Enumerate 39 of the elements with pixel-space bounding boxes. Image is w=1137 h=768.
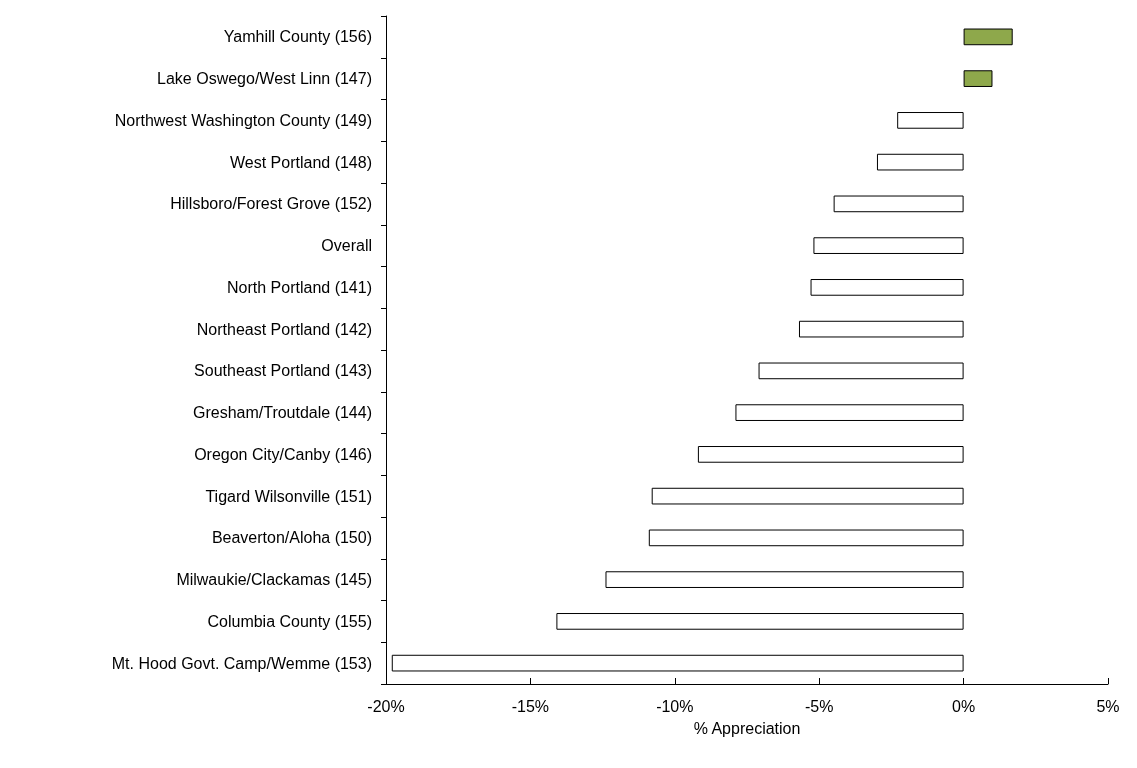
bar	[556, 613, 964, 630]
bar	[697, 446, 964, 463]
y-tick-label: Yamhill County (156)	[223, 28, 372, 46]
y-tick-label: Gresham/Troutdale (144)	[192, 404, 372, 422]
x-tick-label: 0%	[952, 697, 976, 715]
y-tick-label: Columbia County (155)	[207, 612, 372, 630]
x-tick-label: 5%	[1096, 697, 1120, 715]
bar	[813, 237, 964, 254]
bar	[651, 487, 964, 505]
bar	[833, 195, 964, 213]
y-tick-label: Mt. Hood Govt. Camp/Wemme (153)	[111, 654, 372, 672]
y-tick-label: Oregon City/Canby (146)	[194, 445, 372, 463]
y-tick-label: Hillsboro/Forest Grove (152)	[170, 195, 372, 213]
y-tick-label: Northwest Washington County (149)	[114, 111, 372, 129]
bar	[391, 654, 964, 672]
x-tick-label: -5%	[804, 697, 834, 715]
bar	[605, 571, 964, 588]
bar	[963, 70, 993, 87]
bar	[648, 529, 964, 547]
y-tick-label: Lake Oswego/West Linn (147)	[157, 70, 372, 88]
y-tick-label: North Portland (141)	[227, 278, 372, 296]
bar	[735, 404, 964, 421]
bar	[963, 28, 1013, 46]
bar	[758, 362, 964, 380]
y-tick-label: Southeast Portland (143)	[194, 362, 372, 380]
bar	[897, 112, 964, 129]
bar	[876, 153, 964, 171]
x-tick-label: -20%	[367, 697, 405, 715]
y-tick-label: West Portland (148)	[230, 153, 372, 171]
x-tick-label: -15%	[511, 697, 550, 715]
x-tick-label: -10%	[656, 697, 694, 715]
x-axis-title: % Appreciation	[693, 719, 801, 737]
y-tick-label: Northeast Portland (142)	[196, 320, 372, 338]
y-tick-label: Beaverton/Aloha (150)	[211, 529, 372, 547]
bar	[798, 320, 964, 338]
y-tick-label: Tigard Wilsonville (151)	[205, 487, 372, 505]
y-tick-label: Milwaukie/Clackamas (145)	[176, 571, 372, 589]
bar	[810, 279, 964, 296]
y-tick-label: Overall	[321, 237, 372, 255]
